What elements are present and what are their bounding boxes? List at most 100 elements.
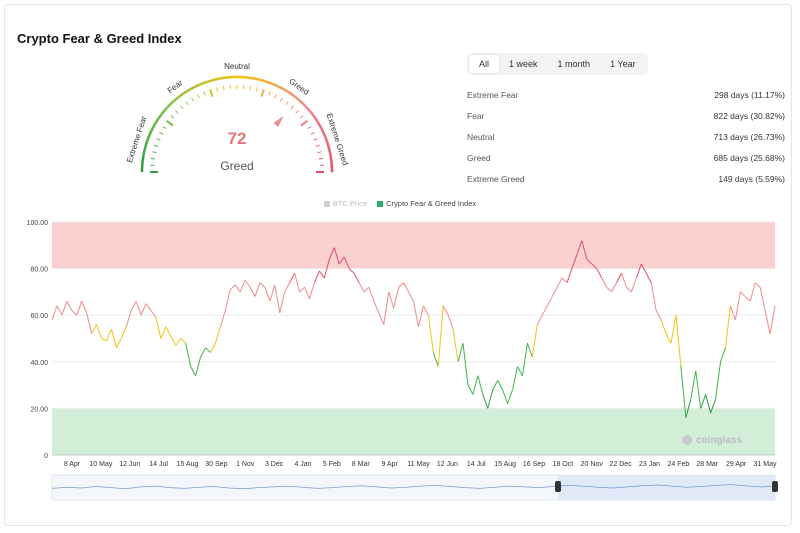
- gauge-arc-segment: [303, 103, 309, 110]
- stat-label: Neutral: [467, 131, 495, 142]
- gauge-arc-segment: [327, 147, 332, 153]
- stat-label: Greed: [467, 152, 491, 163]
- gauge-tick: [318, 157, 324, 160]
- gauge-arc-segment: [145, 137, 150, 144]
- gauge-arc-segment: [184, 88, 191, 94]
- stat-value: 713 days (26.73%): [713, 131, 785, 142]
- gauge-arc-segment: [318, 123, 323, 130]
- gauge-tick: [166, 120, 174, 127]
- stat-row-fear: Fear 822 days (30.82%): [467, 105, 785, 126]
- gauge-arc-segment: [261, 79, 267, 83]
- gauge-arc-segment: [144, 142, 148, 148]
- stat-row-greed: Greed 685 days (25.68%): [467, 147, 785, 168]
- gauge-tick: [175, 110, 179, 114]
- gauge-tick: [170, 115, 175, 119]
- gauge-arc-segment: [153, 119, 159, 126]
- gauge-tick: [222, 85, 225, 91]
- stat-value: 685 days (25.68%): [713, 152, 785, 163]
- gauge-arc-segment: [202, 80, 209, 85]
- gauge-arc-segment: [295, 97, 302, 103]
- chart-legend: BTC Price Crypto Fear & Greed Index: [0, 199, 800, 209]
- gauge-arc-segment: [275, 84, 281, 89]
- gauge-tick: [313, 138, 318, 141]
- gauge-tick: [290, 105, 294, 110]
- gauge-arc-segment: [172, 97, 179, 103]
- gauge-zone-label: Fear: [166, 78, 185, 95]
- gauge-tick: [274, 94, 277, 99]
- gauge-tick: [152, 151, 157, 154]
- gauge-tick: [216, 87, 219, 92]
- time-range-tabs: All 1 week 1 month 1 Year: [467, 53, 648, 75]
- stat-label: Extreme Fear: [467, 89, 519, 100]
- gauge-arc-segment: [270, 82, 277, 87]
- gauge-zone-label: Extreme Fear: [125, 115, 149, 164]
- tab-1-week[interactable]: 1 week: [509, 59, 538, 69]
- gauge-arc-segment: [188, 86, 195, 91]
- gauge-tick: [317, 151, 322, 154]
- legend-swatch-fgi: [377, 200, 384, 207]
- legend-fear-greed[interactable]: Crypto Fear & Greed Index: [377, 199, 476, 208]
- gauge-arc-segment: [141, 151, 146, 158]
- gauge-arc-segment: [141, 156, 145, 163]
- tab-all[interactable]: All: [469, 55, 500, 73]
- gauge-arc-segment: [151, 123, 156, 130]
- tab-1-month[interactable]: 1 month: [557, 59, 591, 69]
- gauge-arc-segment: [306, 107, 312, 114]
- gauge-tick: [197, 94, 200, 99]
- stat-value: 822 days (30.82%): [713, 110, 785, 121]
- gauge-tick: [185, 101, 189, 106]
- gauge-tick: [159, 132, 164, 135]
- legend-swatch-btc: [323, 200, 330, 207]
- page-title: Crypto Fear & Greed Index: [17, 31, 182, 46]
- gauge-tick: [154, 144, 159, 147]
- gauge-arc-segment: [256, 77, 263, 82]
- gauge-pointer: [273, 115, 284, 127]
- stat-label: Fear: [467, 110, 485, 121]
- gauge-tick: [279, 97, 283, 102]
- gauge-arc-segment: [299, 100, 306, 106]
- sentiment-stats: Extreme Fear 298 days (11.17%) Fear 822 …: [467, 84, 785, 189]
- gauge-arc-segment: [176, 93, 183, 100]
- gauge-tick: [162, 126, 167, 130]
- gauge-tick: [299, 115, 304, 119]
- tab-1-year[interactable]: 1 Year: [610, 59, 636, 69]
- gauge-arc-segment: [288, 91, 294, 97]
- gauge-arc-segment: [216, 76, 223, 81]
- gauge-zone-label: Extreme Greed: [325, 112, 350, 166]
- gauge-arc-segment: [279, 86, 286, 91]
- gauge-tick: [285, 101, 289, 106]
- gauge-arc-segment: [197, 82, 204, 87]
- gauge-tick: [315, 144, 320, 147]
- gauge-tick: [268, 91, 271, 96]
- stat-row-extreme-fear: Extreme Fear 298 days (11.17%): [467, 84, 785, 105]
- gauge-arc-segment: [165, 103, 171, 110]
- gauge-arc-segment: [147, 132, 152, 139]
- gauge-tick: [310, 132, 315, 135]
- gauge-arc-segment: [149, 128, 154, 134]
- stat-row-neutral: Neutral 713 days (26.73%): [467, 126, 785, 147]
- gauge-arc-segment: [320, 128, 326, 135]
- gauge-tick: [209, 88, 214, 98]
- gauge-tick: [156, 138, 161, 141]
- gauge-arc-segment: [142, 146, 147, 153]
- gauge-tick: [300, 120, 308, 127]
- gauge-arc-segment: [162, 107, 168, 114]
- gauge-tick: [180, 105, 184, 110]
- stat-value: 149 days (5.59%): [718, 173, 785, 184]
- legend-btc-price[interactable]: BTC Price: [323, 199, 367, 208]
- gauge-arc-segment: [246, 76, 253, 80]
- stat-value: 298 days (11.17%): [714, 89, 785, 100]
- gauge-arc-segment: [168, 100, 175, 106]
- gauge-arc-segment: [180, 91, 187, 97]
- gauge-arc-segment: [156, 115, 162, 121]
- gauge-arc-segment: [221, 76, 228, 80]
- gauge-tick: [295, 110, 299, 114]
- sentiment-gauge: Extreme Fear Fear Neutral Greed Extreme Gree…: [125, 62, 350, 173]
- gauge-label: Greed: [220, 159, 253, 173]
- gauge-tick: [307, 126, 312, 130]
- stat-row-extreme-greed: Extreme Greed 149 days (5.59%): [467, 168, 785, 189]
- gauge-arc-segment: [212, 77, 218, 82]
- gauge-arc-segment: [329, 156, 333, 163]
- gauge-arc-segment: [315, 119, 321, 126]
- gauge-arc-segment: [193, 83, 200, 89]
